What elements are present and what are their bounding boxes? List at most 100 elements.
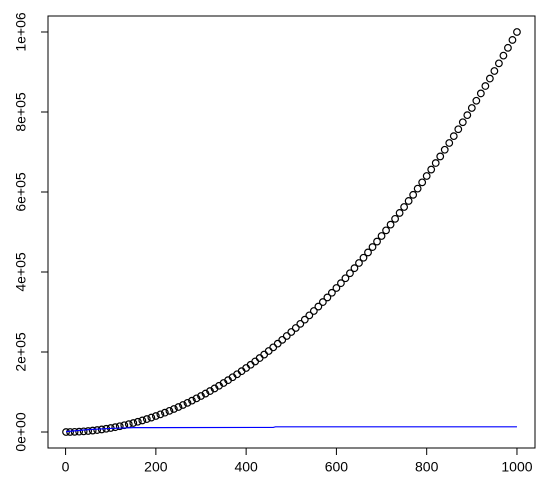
point bbox=[368, 243, 377, 251]
point bbox=[472, 96, 481, 105]
point bbox=[255, 354, 264, 362]
x-tick-label: 400 bbox=[234, 459, 258, 475]
plot-frame bbox=[47, 15, 536, 449]
point bbox=[431, 159, 440, 167]
point bbox=[495, 59, 503, 68]
point bbox=[75, 427, 84, 436]
point bbox=[197, 392, 205, 400]
point bbox=[142, 415, 151, 423]
point bbox=[337, 279, 345, 288]
point bbox=[309, 307, 318, 315]
point bbox=[499, 51, 508, 60]
point bbox=[481, 82, 490, 90]
x-tick-label: 200 bbox=[144, 459, 168, 475]
point bbox=[79, 427, 88, 436]
y-tick-label: 2e+05 bbox=[13, 332, 29, 372]
point bbox=[327, 288, 336, 297]
point bbox=[400, 203, 409, 211]
point bbox=[476, 89, 485, 98]
point bbox=[350, 264, 359, 273]
point bbox=[409, 190, 418, 199]
point bbox=[84, 427, 93, 435]
point bbox=[346, 269, 354, 278]
point bbox=[355, 259, 363, 267]
point bbox=[156, 410, 165, 419]
point bbox=[160, 408, 169, 417]
point bbox=[188, 396, 196, 405]
point bbox=[490, 67, 499, 75]
line bbox=[65, 426, 517, 433]
y-tick-label: 8e+05 bbox=[13, 92, 29, 132]
point bbox=[88, 426, 97, 435]
point bbox=[183, 398, 192, 407]
point bbox=[377, 232, 386, 240]
point bbox=[454, 125, 463, 134]
point bbox=[463, 111, 472, 120]
point bbox=[251, 357, 260, 366]
point bbox=[111, 423, 120, 432]
point bbox=[422, 172, 431, 180]
point bbox=[404, 197, 413, 205]
point bbox=[318, 298, 327, 306]
x-tick-label: 1000 bbox=[501, 459, 532, 475]
point bbox=[147, 413, 156, 422]
point bbox=[170, 405, 178, 413]
point bbox=[62, 428, 70, 436]
point bbox=[260, 350, 269, 359]
x-tick-label: 0 bbox=[62, 459, 70, 475]
point bbox=[440, 145, 449, 154]
point bbox=[151, 412, 160, 420]
point bbox=[395, 209, 404, 217]
point bbox=[427, 165, 436, 174]
y-tick-label: 1e+06 bbox=[13, 12, 29, 52]
point bbox=[418, 178, 427, 187]
point bbox=[449, 132, 458, 141]
point bbox=[300, 315, 309, 324]
point bbox=[485, 74, 494, 83]
point bbox=[124, 420, 133, 429]
point bbox=[133, 417, 142, 426]
x-tick-label: 800 bbox=[415, 459, 439, 475]
y-tick-label: 4e+05 bbox=[13, 252, 29, 292]
x-tick-label: 600 bbox=[325, 459, 349, 475]
point bbox=[504, 43, 512, 52]
y-tick-label: 6e+05 bbox=[13, 172, 29, 212]
point bbox=[273, 339, 282, 348]
point bbox=[174, 403, 183, 411]
point bbox=[291, 324, 300, 332]
point bbox=[287, 328, 296, 336]
point bbox=[436, 152, 445, 161]
point bbox=[93, 426, 102, 434]
point bbox=[508, 36, 517, 44]
point bbox=[269, 343, 278, 352]
point bbox=[382, 226, 390, 235]
point bbox=[115, 422, 124, 431]
y-tick-label: 0e+00 bbox=[13, 412, 29, 452]
point bbox=[341, 274, 350, 283]
point bbox=[282, 332, 291, 340]
point bbox=[246, 360, 255, 369]
point bbox=[445, 139, 454, 147]
point bbox=[192, 394, 201, 403]
point bbox=[138, 416, 147, 425]
point bbox=[70, 427, 79, 436]
point bbox=[467, 104, 476, 112]
point bbox=[391, 214, 399, 223]
point bbox=[458, 118, 467, 127]
point bbox=[413, 184, 422, 193]
point bbox=[323, 293, 332, 302]
point bbox=[373, 237, 381, 246]
point bbox=[278, 335, 287, 344]
point bbox=[332, 284, 341, 292]
point bbox=[364, 248, 372, 257]
point bbox=[386, 220, 395, 229]
point bbox=[513, 28, 521, 36]
point bbox=[264, 347, 273, 355]
point bbox=[296, 319, 305, 328]
point bbox=[305, 311, 314, 320]
point bbox=[165, 406, 174, 415]
point bbox=[314, 302, 323, 311]
point bbox=[179, 401, 187, 409]
